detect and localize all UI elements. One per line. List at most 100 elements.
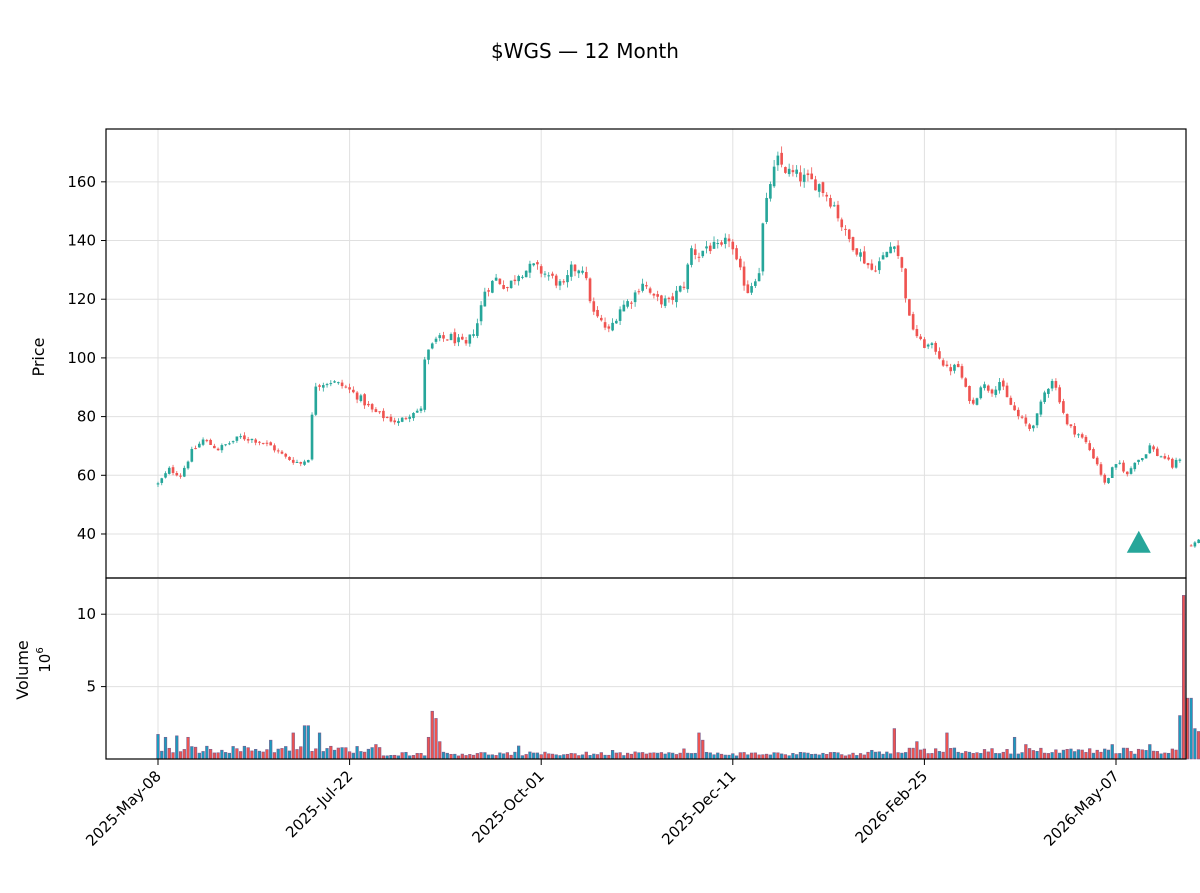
volume-bar xyxy=(851,752,855,760)
volume-bar xyxy=(265,749,269,760)
candle-body xyxy=(547,275,551,277)
candle-body xyxy=(291,459,295,463)
volume-bar xyxy=(291,732,295,760)
volume-bar xyxy=(197,752,201,760)
volume-bar xyxy=(1121,747,1126,760)
candle-body xyxy=(167,467,171,474)
candle-body xyxy=(675,290,678,303)
candle-body xyxy=(1133,462,1137,470)
candle-body xyxy=(738,258,742,268)
candle-body xyxy=(231,441,235,443)
volume-bar xyxy=(441,751,446,760)
volume-bar xyxy=(592,753,596,760)
candle-body xyxy=(859,252,862,257)
volume-bar xyxy=(712,754,716,760)
volume-bar xyxy=(426,736,431,760)
candle-body xyxy=(1062,401,1065,413)
candle-body xyxy=(678,286,682,292)
volume-bar xyxy=(780,753,784,760)
volume-bar xyxy=(997,753,1002,760)
volume-bar xyxy=(821,752,825,760)
candle-body xyxy=(776,155,780,166)
candle-body xyxy=(449,334,453,341)
candle-body xyxy=(566,275,569,283)
candle-body xyxy=(607,326,611,329)
candle-body xyxy=(310,414,314,460)
chart-title: $WGS — 12 Month xyxy=(491,39,679,63)
candle-body xyxy=(156,483,160,485)
volume-tick-label: 5 xyxy=(86,678,96,696)
candle-body xyxy=(1129,468,1133,474)
candle-body xyxy=(754,281,757,286)
candle-body xyxy=(881,255,885,260)
volume-y-ticks: 5 10 xyxy=(77,605,106,696)
candle-body xyxy=(340,382,344,387)
candle-body xyxy=(284,453,288,457)
svg-text:106: 106 xyxy=(35,647,54,672)
volume-bar xyxy=(250,750,254,760)
price-tick-label: 120 xyxy=(67,290,96,308)
candle-body xyxy=(1043,392,1046,403)
candle-body xyxy=(716,243,720,245)
volume-bar xyxy=(1046,753,1050,760)
candle-body xyxy=(1178,459,1182,461)
candle-body xyxy=(228,443,231,445)
volume-bar xyxy=(175,735,179,760)
candle-body xyxy=(288,456,291,460)
candle-body xyxy=(637,291,641,293)
volume-bar xyxy=(979,753,983,760)
volume-bar xyxy=(347,751,352,760)
volume-bar xyxy=(1050,752,1054,760)
price-gridlines xyxy=(106,129,1186,578)
volume-bar xyxy=(498,752,502,760)
price-tick-label: 40 xyxy=(77,525,96,543)
volume-bar xyxy=(287,750,292,760)
volume-bar xyxy=(547,753,551,760)
candle-body xyxy=(693,249,697,255)
candle-body xyxy=(1156,448,1159,457)
candle-body xyxy=(352,389,355,393)
candle-body xyxy=(772,166,776,187)
volume-bar xyxy=(1088,748,1092,760)
volume-bar xyxy=(550,753,555,760)
candle-body xyxy=(506,287,509,289)
volume-bar xyxy=(235,748,239,760)
candle-body xyxy=(960,366,964,378)
candle-body xyxy=(532,263,536,266)
candle-body xyxy=(603,322,607,328)
volume-bar xyxy=(434,718,438,760)
volume-bar xyxy=(1110,744,1114,760)
volume-bar xyxy=(840,754,844,760)
volume-bar xyxy=(682,748,686,760)
volume-bar xyxy=(731,753,735,760)
volume-bar xyxy=(1103,748,1107,760)
candle-body xyxy=(337,382,340,384)
volume-bar xyxy=(697,732,701,760)
price-tick-label: 100 xyxy=(67,349,96,367)
candle-body xyxy=(705,246,708,249)
candle-body xyxy=(769,184,772,199)
candle-body xyxy=(213,445,216,449)
candle-body xyxy=(539,266,543,274)
volume-bar xyxy=(366,748,370,760)
volume-bar xyxy=(964,751,968,760)
candle-body xyxy=(938,351,941,359)
volume-scale-exp: 6 xyxy=(35,647,46,653)
candle-body xyxy=(633,292,637,303)
price-tick-label: 140 xyxy=(67,232,96,250)
volume-bar xyxy=(193,746,198,760)
candle-body xyxy=(1197,539,1200,544)
candle-body xyxy=(829,198,832,207)
candle-body xyxy=(577,270,581,274)
candle-body xyxy=(194,448,197,450)
candle-body xyxy=(761,223,765,272)
volume-bar xyxy=(269,739,273,760)
volume-bar xyxy=(836,752,840,760)
candle-body xyxy=(847,229,851,240)
volume-bar xyxy=(858,753,863,760)
candle-body xyxy=(731,241,735,250)
candle-body xyxy=(641,283,644,291)
candle-body xyxy=(280,451,284,454)
candle-body xyxy=(994,389,998,395)
volume-bar xyxy=(1020,752,1024,760)
